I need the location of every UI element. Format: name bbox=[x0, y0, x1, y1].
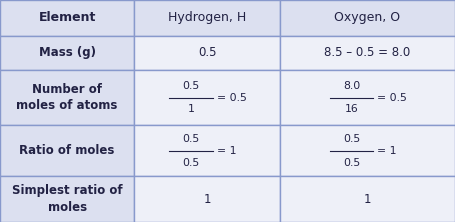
Text: = 1: = 1 bbox=[217, 146, 236, 156]
Text: = 1: = 1 bbox=[377, 146, 396, 156]
Text: Number of
moles of atoms: Number of moles of atoms bbox=[16, 83, 118, 112]
Bar bbox=[0, 36, 134, 70]
Text: 0.5: 0.5 bbox=[343, 158, 360, 168]
Text: Mass (g): Mass (g) bbox=[39, 46, 96, 59]
Text: 0.5: 0.5 bbox=[198, 46, 216, 59]
Text: 16: 16 bbox=[344, 104, 359, 114]
Text: Oxygen, O: Oxygen, O bbox=[334, 12, 400, 24]
Bar bbox=[134, 176, 280, 222]
Text: Ratio of moles: Ratio of moles bbox=[20, 145, 115, 157]
Bar bbox=[280, 0, 455, 36]
Bar bbox=[134, 0, 280, 36]
Text: 8.0: 8.0 bbox=[343, 81, 360, 91]
Bar bbox=[0, 0, 134, 36]
Bar bbox=[280, 70, 455, 125]
Bar bbox=[280, 176, 455, 222]
Bar bbox=[134, 70, 280, 125]
Text: 1: 1 bbox=[187, 104, 195, 114]
Text: 1: 1 bbox=[203, 193, 211, 206]
Text: Simplest ratio of
moles: Simplest ratio of moles bbox=[12, 184, 122, 214]
Bar bbox=[0, 176, 134, 222]
Text: 0.5: 0.5 bbox=[343, 134, 360, 144]
Text: 0.5: 0.5 bbox=[182, 81, 200, 91]
Bar bbox=[134, 36, 280, 70]
Text: Element: Element bbox=[38, 12, 96, 24]
Text: = 0.5: = 0.5 bbox=[217, 93, 247, 103]
Bar bbox=[280, 125, 455, 176]
Bar bbox=[0, 70, 134, 125]
Bar bbox=[280, 36, 455, 70]
Text: 0.5: 0.5 bbox=[182, 134, 200, 144]
Text: 1: 1 bbox=[364, 193, 371, 206]
Text: 8.5 – 0.5 = 8.0: 8.5 – 0.5 = 8.0 bbox=[324, 46, 410, 59]
Text: 0.5: 0.5 bbox=[182, 158, 200, 168]
Bar bbox=[0, 125, 134, 176]
Bar bbox=[134, 125, 280, 176]
Text: Hydrogen, H: Hydrogen, H bbox=[168, 12, 246, 24]
Text: = 0.5: = 0.5 bbox=[377, 93, 407, 103]
